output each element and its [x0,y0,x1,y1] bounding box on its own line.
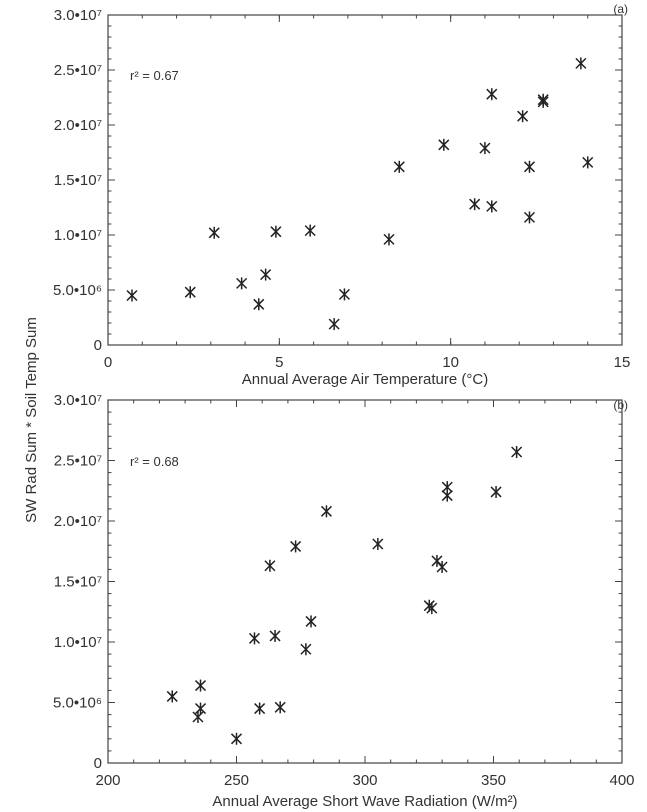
x-tick-label: 0 [104,354,112,371]
data-point [328,318,340,331]
data-point [166,690,178,703]
y-tick-label: 2.5•10⁷ [54,453,102,470]
data-point [338,288,350,301]
data-point [517,110,529,123]
data-point [486,200,498,213]
data-point [305,615,317,628]
y-tick-label: 1.5•10⁷ [54,574,102,591]
data-point [383,233,395,246]
x-axis-label: Annual Average Short Wave Radiation (W/m… [212,793,517,810]
y-tick-label: 0 [94,337,102,354]
y-tick-label: 1.0•10⁷ [54,227,102,244]
data-point [274,701,286,714]
y-tick-label: 3.0•10⁷ [54,7,102,24]
y-tick-label: 5.0•10⁶ [53,282,102,299]
y-tick-label: 2.5•10⁷ [54,62,102,79]
data-point [184,286,196,299]
y-tick-label: 0 [94,755,102,772]
r-squared-annotation: r² = 0.68 [130,454,179,469]
data-point [537,95,549,108]
plot-frame [107,14,623,346]
data-point [479,142,491,155]
x-tick-label: 400 [609,772,634,789]
data-point [126,289,138,302]
x-tick-label: 5 [275,354,283,371]
data-point [441,489,453,502]
y-tick-label: 1.0•10⁷ [54,634,102,651]
r-squared-annotation: r² = 0.67 [130,68,179,83]
chart-panel-b: 200 250 300 350 400 0 5.0•10⁶ 1.0•10⁷ 1.5•10⁷ 2.0… [53,392,634,810]
data-point [300,643,312,656]
y-tick-label: 1.5•10⁷ [54,172,102,189]
x-tick-label: 200 [95,772,120,789]
data-point [230,732,243,745]
data-point [436,560,448,573]
shared-y-axis-label: SW Rad Sum * Soil Temp Sum [23,317,40,523]
y-tick-label: 5.0•10⁶ [53,695,102,712]
data-point [270,225,282,238]
data-point [393,160,405,173]
panel-label: (a) [613,2,628,16]
data-point [490,485,502,498]
data-point [304,224,316,237]
data-point [523,160,536,173]
data-point [469,198,481,211]
data-point [320,505,332,518]
y-tick-label: 3.0•10⁷ [54,392,102,409]
x-tick-label: 300 [352,772,377,789]
data-point [290,540,302,553]
data-point [254,702,266,715]
data-point [426,602,438,615]
x-tick-label: 250 [224,772,249,789]
data-point [264,559,276,572]
data-point [236,277,248,290]
data-point [511,446,523,459]
data-point [192,711,204,724]
data-point [269,629,281,642]
x-tick-label: 15 [614,354,631,371]
x-tick-label: 10 [442,354,459,371]
panel-label: (b) [613,398,628,412]
data-point [194,702,207,715]
data-point [575,57,587,70]
data-point [248,632,261,645]
y-tick-label: 2.0•10⁷ [54,117,102,134]
y-tick-label: 2.0•10⁷ [54,513,102,530]
data-point [208,226,220,239]
data-point [523,211,536,224]
data-point [253,298,265,311]
x-tick-label: 350 [481,772,506,789]
data-point [372,537,384,550]
plot-frame [107,399,623,764]
data-point [582,156,594,169]
x-axis-label: Annual Average Air Temperature (°C) [242,371,488,388]
data-point [260,268,272,281]
data-point [194,679,207,692]
data-point [438,138,450,151]
chart-panel-a: 0 5 10 15 0 5.0•10⁶ 1.0•10⁷ 1.5•10⁷ 2.0•10⁷ 2.5•1… [53,2,630,388]
data-point [486,88,498,101]
